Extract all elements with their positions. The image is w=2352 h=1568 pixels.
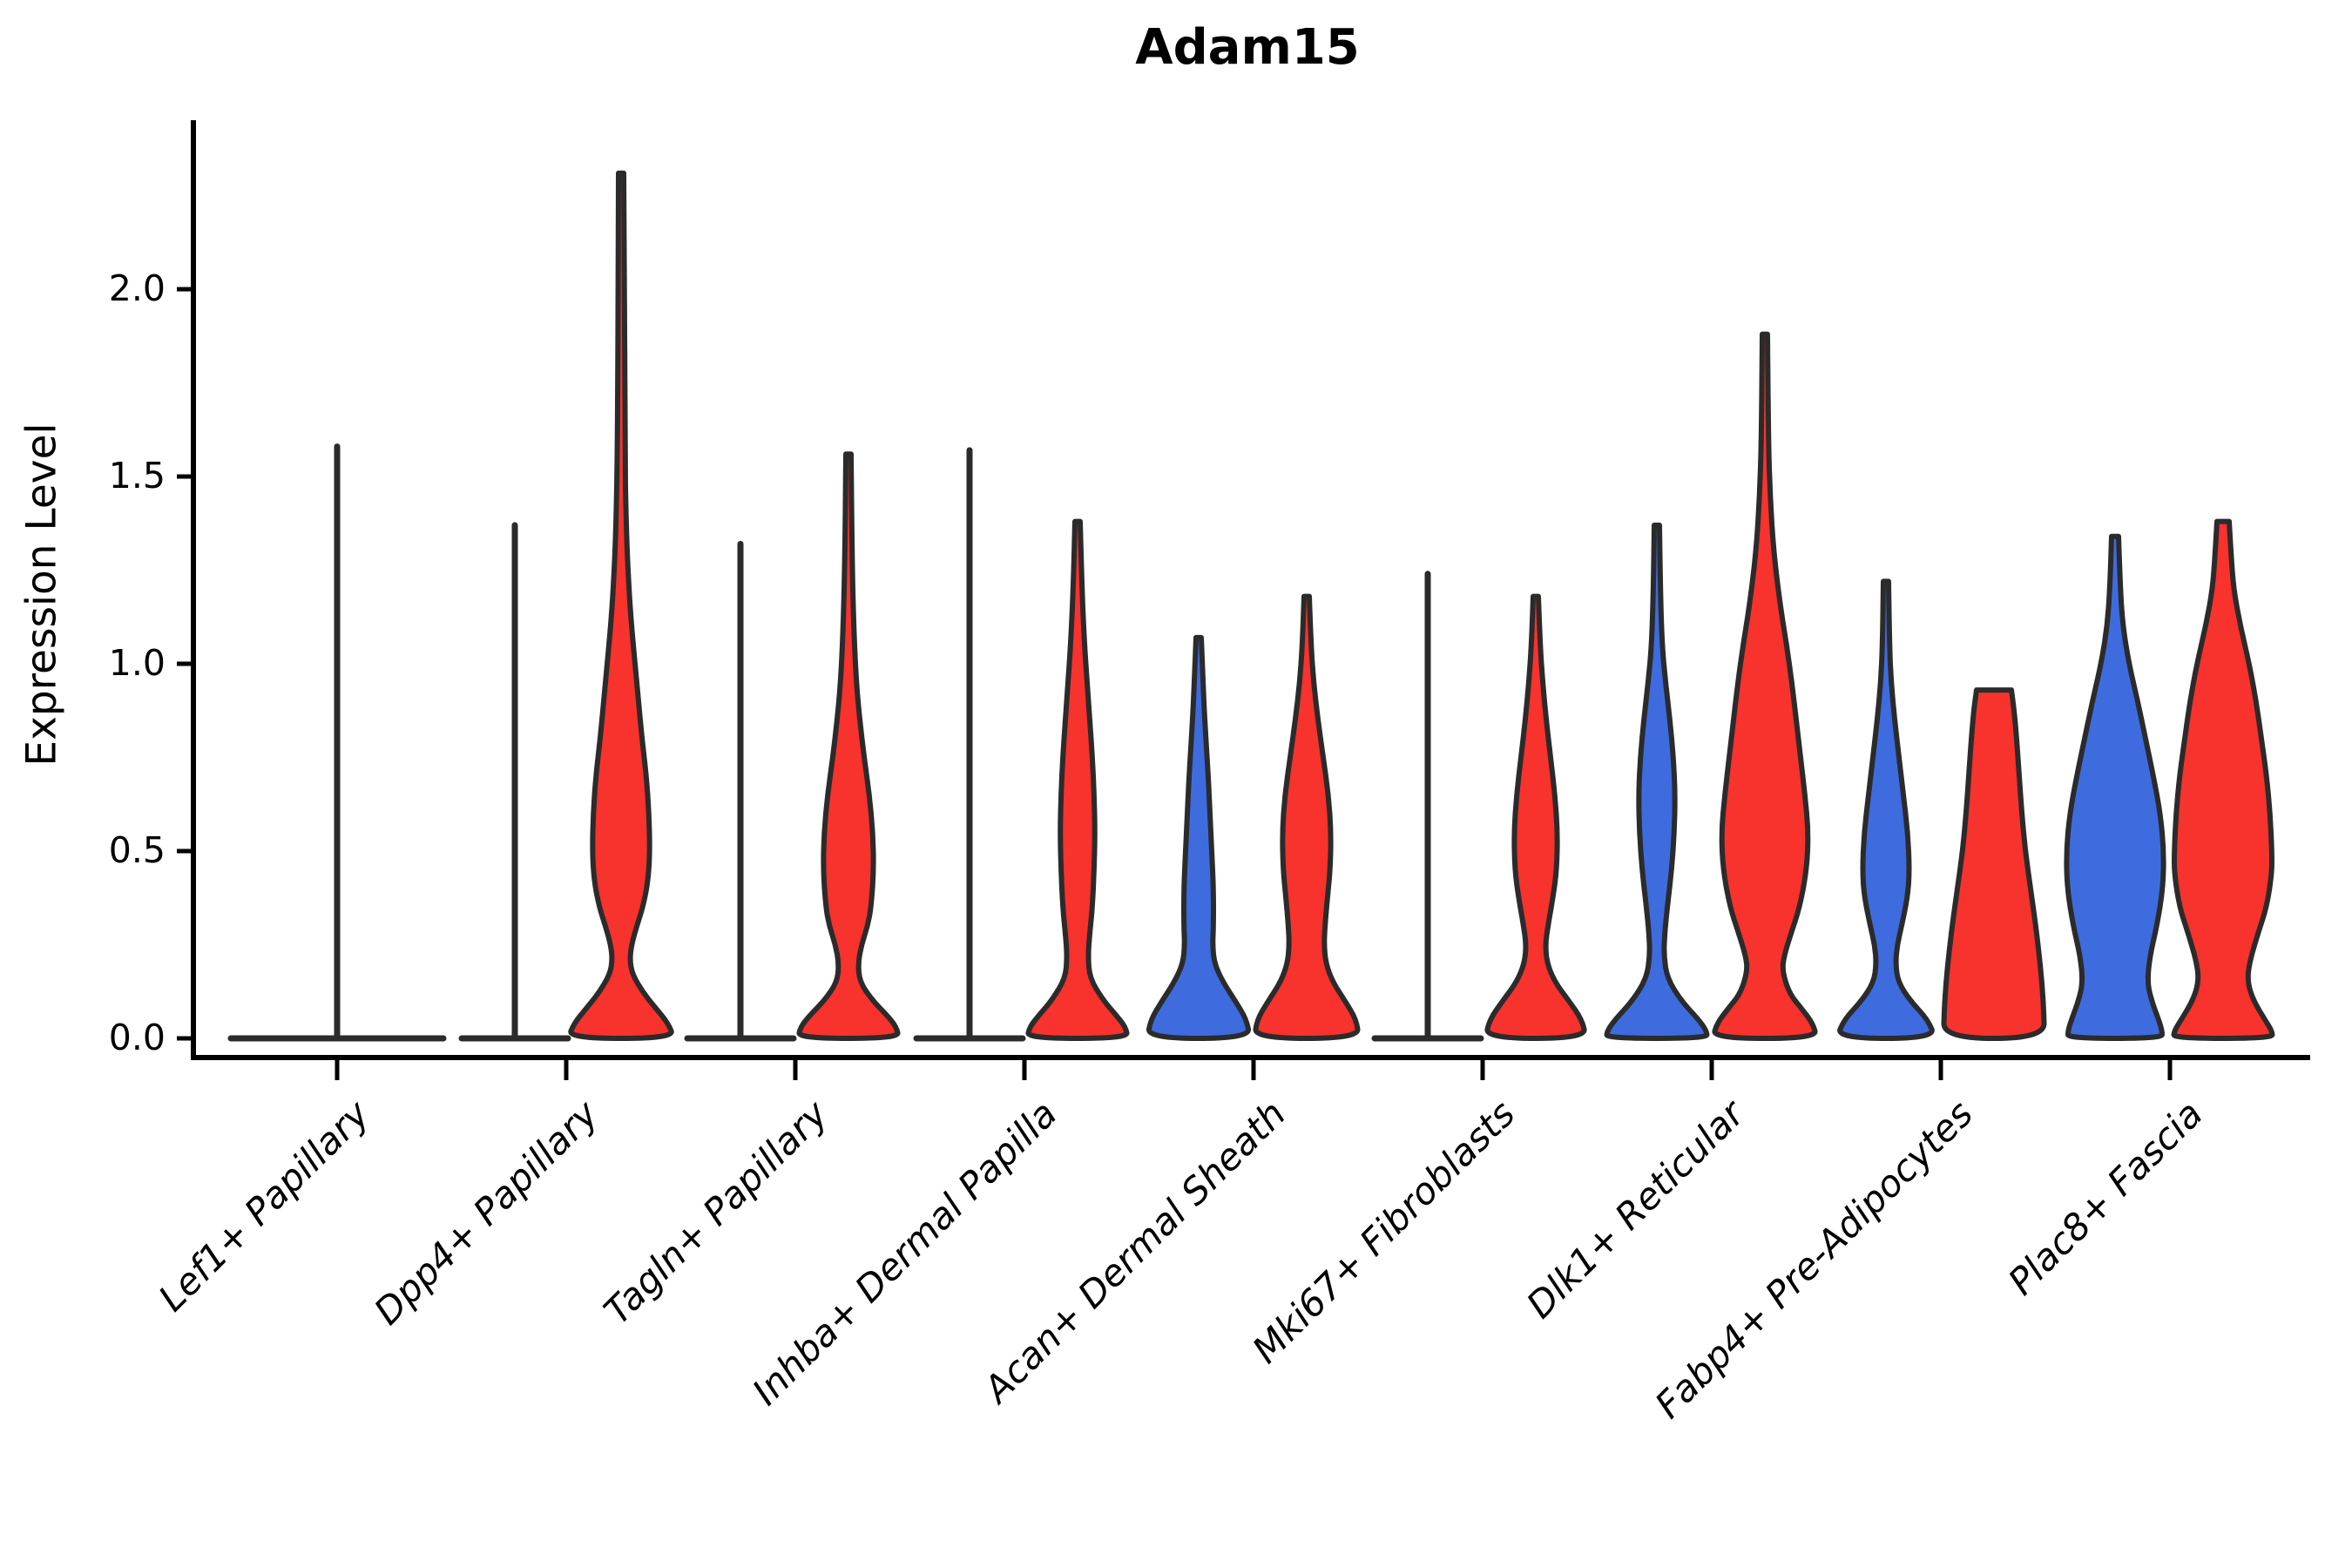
ytick-1.5: 1.5 (108, 455, 166, 497)
axis-ticks (177, 287, 2173, 1080)
violin-body-cat5-red (1484, 593, 1587, 1041)
ytick-1.0: 1.0 (108, 642, 166, 684)
violin-body-cat3-red (1025, 518, 1130, 1041)
violin-body-cat4-red (1253, 593, 1361, 1041)
ytick-0.5: 0.5 (108, 829, 166, 871)
violin-body-cat7-red (1941, 687, 2047, 1041)
chart-title: Adam15 (1135, 19, 1360, 76)
violin-body-cat8-red (2171, 518, 2275, 1041)
violin-body-cat4-blue (1146, 634, 1251, 1041)
violin-body-cat6-blue (1604, 522, 1710, 1041)
violin-body-cat2-red (796, 451, 901, 1041)
violin-body-cat7-blue (1837, 578, 1935, 1041)
violin-body-cat1-red (568, 170, 674, 1041)
violin-body-cat6-red (1712, 331, 1818, 1041)
y-axis-label: Expression Level (17, 422, 66, 767)
violin-shapes (227, 170, 2275, 1042)
violin-body-cat8-blue (2064, 533, 2166, 1041)
ytick-2.0: 2.0 (108, 267, 166, 309)
ytick-0.0: 0.0 (108, 1017, 166, 1058)
